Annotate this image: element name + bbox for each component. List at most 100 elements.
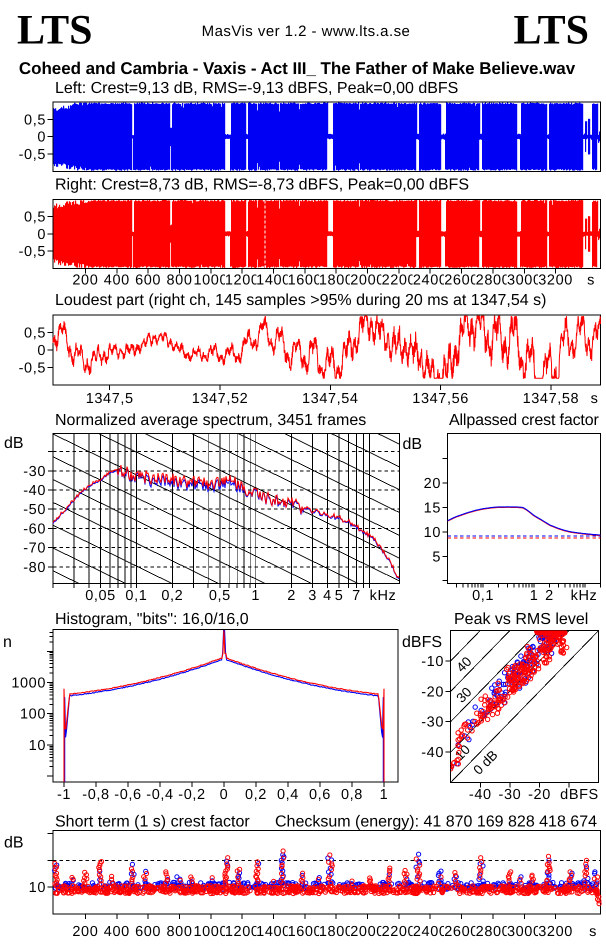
svg-text:4: 4 [323, 588, 332, 604]
svg-text:s: s [589, 924, 597, 940]
svg-text:3200: 3200 [538, 273, 573, 289]
svg-text:dB: dB [4, 835, 24, 852]
svg-text:0: 0 [37, 227, 46, 243]
svg-text:-0,4: -0,4 [146, 787, 173, 803]
svg-text:1800: 1800 [319, 924, 354, 940]
svg-text:Loudest part (right ch, 145 sa: Loudest part (right ch, 145 samples >95%… [55, 292, 546, 309]
svg-text:800: 800 [167, 924, 193, 940]
svg-text:15: 15 [424, 500, 441, 516]
svg-text:-30: -30 [499, 787, 522, 803]
svg-text:0,2: 0,2 [161, 588, 183, 604]
svg-text:800: 800 [167, 273, 193, 289]
svg-text:200: 200 [72, 273, 98, 289]
svg-text:1800: 1800 [319, 273, 354, 289]
svg-text:1: 1 [530, 588, 539, 604]
svg-text:600: 600 [135, 924, 161, 940]
svg-text:100: 100 [20, 707, 46, 723]
svg-text:1200: 1200 [225, 273, 260, 289]
svg-text:0,05: 0,05 [85, 588, 116, 604]
svg-text:dBFS: dBFS [560, 787, 599, 803]
svg-text:3: 3 [308, 588, 317, 604]
svg-text:-10: -10 [421, 654, 444, 670]
svg-text:-40: -40 [469, 787, 492, 803]
svg-text:-20: -20 [421, 684, 444, 700]
svg-text:s: s [591, 391, 599, 407]
svg-text:s: s [587, 273, 595, 289]
svg-text:0: 0 [220, 787, 229, 803]
svg-text:-30: -30 [23, 464, 46, 480]
svg-text:2: 2 [545, 588, 554, 604]
svg-text:1347,56: 1347,56 [412, 391, 469, 407]
svg-text:2600: 2600 [444, 924, 479, 940]
svg-text:400: 400 [104, 924, 130, 940]
svg-text:2400: 2400 [413, 273, 448, 289]
svg-text:-0,6: -0,6 [114, 787, 141, 803]
svg-text:dB: dB [403, 436, 423, 453]
svg-text:1200: 1200 [225, 924, 260, 940]
svg-text:3000: 3000 [507, 273, 542, 289]
svg-text:3000: 3000 [507, 924, 542, 940]
svg-text:Checksum (energy): 41 870 169: Checksum (energy): 41 870 169 828 418 67… [275, 814, 597, 831]
svg-text:-30: -30 [421, 715, 444, 731]
svg-text:dBFS: dBFS [402, 634, 442, 651]
svg-text:10: 10 [29, 880, 46, 896]
svg-text:1000: 1000 [11, 676, 46, 692]
svg-text:1347,52: 1347,52 [192, 391, 249, 407]
svg-text:5: 5 [335, 588, 344, 604]
svg-text:1600: 1600 [288, 273, 323, 289]
svg-text:7: 7 [352, 588, 361, 604]
svg-text:-40: -40 [421, 745, 444, 761]
svg-text:Allpassed crest factor: Allpassed crest factor [449, 412, 599, 429]
svg-text:Right: Crest=8,73 dB, RMS=-8,7: Right: Crest=8,73 dB, RMS=-8,73 dBFS, Pe… [55, 177, 469, 194]
svg-text:LTS: LTS [17, 8, 93, 54]
svg-text:2800: 2800 [476, 273, 511, 289]
svg-text:-80: -80 [23, 560, 46, 576]
svg-text:n: n [3, 634, 12, 651]
svg-text:1: 1 [380, 787, 389, 803]
svg-text:20: 20 [424, 476, 441, 492]
svg-text:2200: 2200 [382, 273, 417, 289]
svg-text:0,5: 0,5 [24, 326, 46, 342]
svg-text:-0,8: -0,8 [82, 787, 109, 803]
svg-text:-0,5: -0,5 [19, 147, 46, 163]
svg-text:10: 10 [29, 738, 46, 754]
svg-text:1000: 1000 [193, 924, 228, 940]
svg-text:1347,5: 1347,5 [86, 391, 134, 407]
svg-text:600: 600 [135, 273, 161, 289]
svg-text:0,1: 0,1 [472, 588, 494, 604]
svg-text:MasVis ver 1.2 - www.lts.a.se: MasVis ver 1.2 - www.lts.a.se [202, 23, 411, 40]
svg-text:Coheed and Cambria - Vaxis - A: Coheed and Cambria - Vaxis - Act III_ Th… [19, 59, 576, 78]
svg-text:0,5: 0,5 [24, 210, 46, 226]
svg-text:0,1: 0,1 [125, 588, 147, 604]
svg-text:0,4: 0,4 [277, 787, 299, 803]
svg-text:2000: 2000 [350, 273, 385, 289]
svg-text:-1: -1 [57, 787, 71, 803]
svg-text:1400: 1400 [256, 924, 291, 940]
svg-text:Histogram, "bits": 16,0/16,0: Histogram, "bits": 16,0/16,0 [55, 611, 249, 628]
svg-text:0: 0 [37, 343, 46, 359]
svg-text:1347,54: 1347,54 [302, 391, 359, 407]
svg-text:-70: -70 [23, 541, 46, 557]
svg-text:Normalized average spectrum, 3: Normalized average spectrum, 3451 frames [55, 412, 366, 429]
svg-text:3200: 3200 [538, 924, 573, 940]
svg-text:1347,58: 1347,58 [523, 391, 580, 407]
svg-text:-50: -50 [23, 502, 46, 518]
svg-text:1000: 1000 [193, 273, 228, 289]
svg-text:200: 200 [72, 924, 98, 940]
svg-text:10: 10 [424, 525, 441, 541]
svg-text:LTS: LTS [513, 8, 589, 54]
svg-text:2400: 2400 [413, 924, 448, 940]
svg-text:5: 5 [432, 549, 441, 565]
svg-text:2200: 2200 [382, 924, 417, 940]
svg-text:0,5: 0,5 [24, 112, 46, 128]
svg-text:0,2: 0,2 [245, 787, 267, 803]
svg-text:400: 400 [104, 273, 130, 289]
svg-text:-0,2: -0,2 [178, 787, 205, 803]
svg-text:1600: 1600 [288, 924, 323, 940]
svg-text:-0,5: -0,5 [19, 361, 46, 377]
svg-text:-20: -20 [528, 787, 551, 803]
svg-text:-40: -40 [23, 483, 46, 499]
svg-text:dB: dB [4, 435, 24, 452]
svg-text:-0,5: -0,5 [19, 244, 46, 260]
svg-text:2800: 2800 [476, 924, 511, 940]
